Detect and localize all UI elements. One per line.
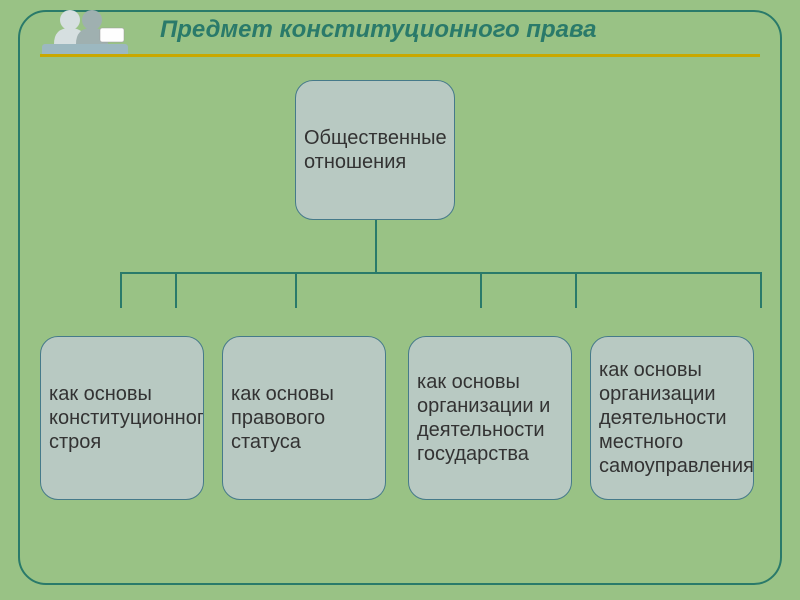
child-label: как основы организации деятельности мест… xyxy=(599,358,754,478)
root-label: Общественные отношения xyxy=(304,126,447,174)
child-node-2: как основы правового статуса xyxy=(222,336,386,500)
title-underline xyxy=(40,54,760,57)
child-node-4: как основы организации деятельности мест… xyxy=(590,336,754,500)
child-label: как основы организации и деятельности го… xyxy=(417,370,563,466)
people-desk-icon xyxy=(40,6,130,56)
child-label: как основы правового статуса xyxy=(231,382,377,454)
child-node-3: как основы организации и деятельности го… xyxy=(408,336,572,500)
child-label: как основы конституционного строя xyxy=(49,382,204,454)
root-node: Общественные отношения xyxy=(295,80,455,220)
child-node-1: как основы конституционного строя xyxy=(40,336,204,500)
page-title: Предмет конституционного права xyxy=(160,16,596,44)
